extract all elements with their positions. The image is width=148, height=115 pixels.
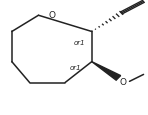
Text: O: O	[119, 77, 126, 86]
Text: O: O	[48, 10, 55, 19]
Text: or1: or1	[74, 40, 86, 46]
Text: or1: or1	[70, 65, 81, 71]
Polygon shape	[92, 62, 121, 80]
